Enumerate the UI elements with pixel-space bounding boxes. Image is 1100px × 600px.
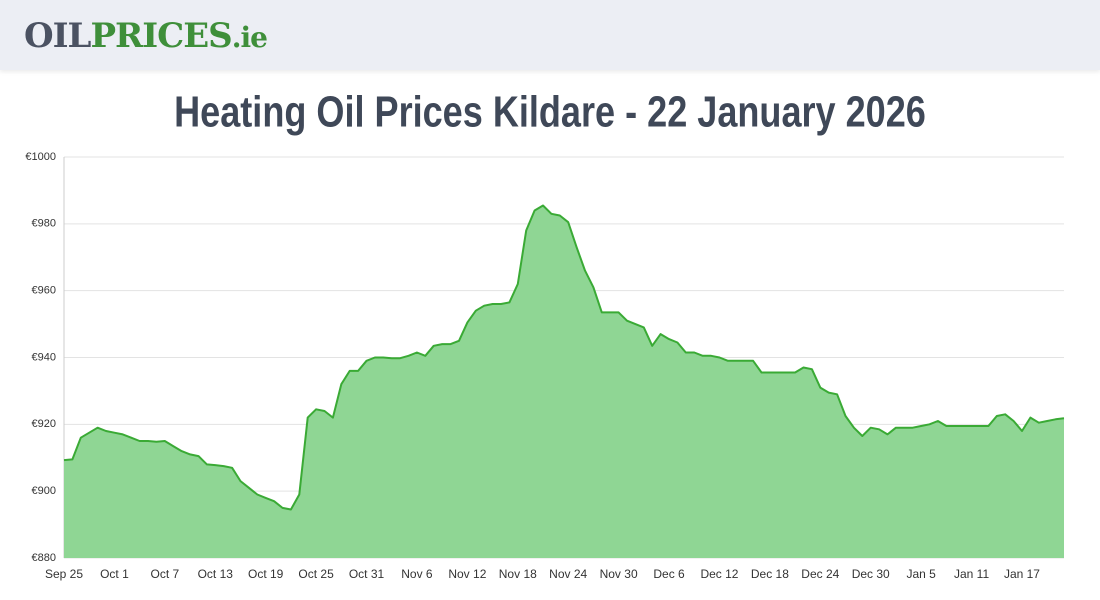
x-tick-label: Jan 5 xyxy=(906,567,936,581)
x-tick-label: Nov 12 xyxy=(448,567,486,581)
y-tick-label: €1000 xyxy=(25,151,56,163)
x-tick-label: Nov 30 xyxy=(600,567,638,581)
logo-accent: PRICES xyxy=(90,16,232,56)
x-tick-label: Oct 31 xyxy=(349,567,385,581)
x-tick-label: Dec 24 xyxy=(801,567,839,581)
logo-main: OIL xyxy=(24,16,91,56)
x-tick-label: Nov 24 xyxy=(549,567,587,581)
x-tick-label: Oct 1 xyxy=(100,567,129,581)
x-tick-label: Dec 18 xyxy=(751,567,789,581)
x-tick-label: Oct 25 xyxy=(298,567,334,581)
line xyxy=(63,204,1065,511)
logo-suffix: .ie xyxy=(231,21,268,54)
header: OILPRICES.ie xyxy=(0,0,1100,70)
x-tick-label: Oct 7 xyxy=(150,567,179,581)
chart: Heating Oil Prices Kildare - 22 January … xyxy=(25,87,1065,581)
x-tick-label: Jan 11 xyxy=(954,567,989,581)
area-fill xyxy=(64,205,1064,558)
x-tick-label: Jan 17 xyxy=(1004,567,1040,581)
y-tick-label: €880 xyxy=(32,552,56,564)
y-tick-label: €960 xyxy=(32,285,56,297)
x-tick-label: Sep 25 xyxy=(45,567,83,581)
x-tick-label: Nov 18 xyxy=(499,567,537,581)
x-tick-label: Dec 30 xyxy=(852,567,890,581)
chart-title: Heating Oil Prices Kildare - 22 January … xyxy=(174,87,926,136)
logo[interactable]: OILPRICES.ie xyxy=(24,16,268,56)
y-tick-label: €920 xyxy=(32,418,56,430)
y-tick-label: €980 xyxy=(32,218,56,230)
y-tick-label: €940 xyxy=(32,351,56,363)
x-tick-label: Oct 19 xyxy=(248,567,284,581)
x-tick-label: Dec 12 xyxy=(700,567,738,581)
x-tick-label: Nov 6 xyxy=(401,567,433,581)
x-tick-label: Oct 13 xyxy=(198,567,234,581)
x-tick-label: Dec 6 xyxy=(653,567,685,581)
y-tick-label: €900 xyxy=(32,485,56,497)
